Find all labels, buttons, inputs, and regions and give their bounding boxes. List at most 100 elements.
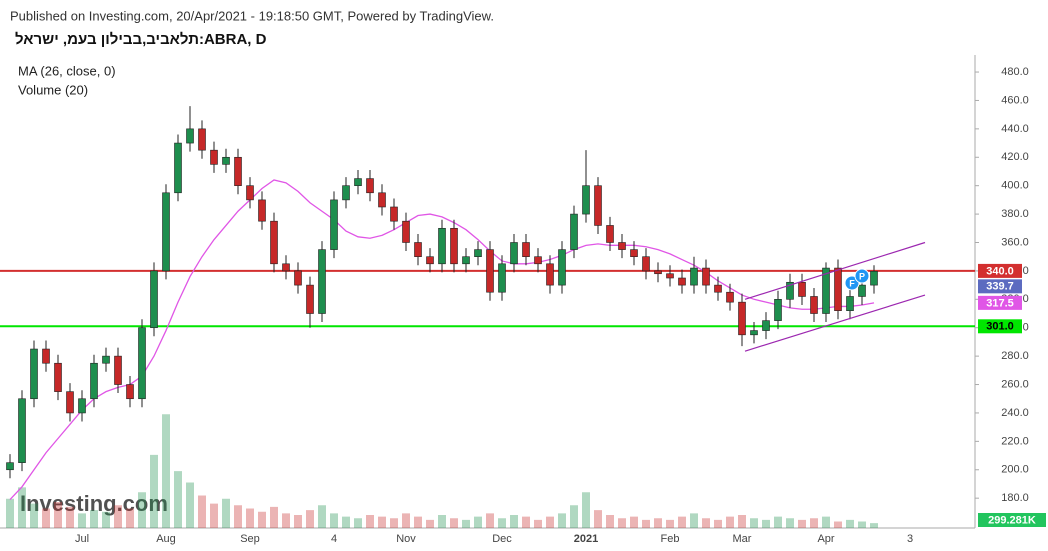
volume-label: 299.281K — [988, 514, 1036, 526]
volume-bar — [858, 521, 866, 528]
y-tick-label: 200.0 — [1001, 464, 1029, 476]
candle-body — [834, 267, 842, 311]
header: Published on Investing.com, 20/Apr/2021 … — [10, 8, 494, 23]
y-tick-label: 480.0 — [1001, 66, 1029, 78]
candle-body — [174, 142, 182, 194]
candle-body — [486, 249, 494, 293]
candle-body — [234, 156, 242, 186]
candle-body — [270, 220, 278, 265]
candle-body — [90, 362, 98, 400]
x-tick-label: Nov — [396, 533, 416, 545]
y-tick-label: 260.0 — [1001, 378, 1029, 390]
volume-bar — [834, 521, 842, 528]
volume-bar — [6, 498, 14, 528]
candle-body — [498, 263, 506, 293]
candle-body — [714, 284, 722, 293]
candle-body — [726, 291, 734, 303]
y-tick-label: 240.0 — [1001, 407, 1029, 419]
volume-bar — [690, 513, 698, 528]
y-tick-label: 380.0 — [1001, 208, 1029, 220]
volume-bar — [102, 511, 110, 528]
candle-body — [702, 267, 710, 286]
candle-body — [450, 227, 458, 265]
volume-label-box — [978, 513, 1046, 527]
candle-body — [6, 462, 14, 471]
volume-bar — [558, 513, 566, 528]
volume-bar — [198, 495, 206, 528]
x-tick-label: 4 — [331, 533, 337, 545]
candle-body — [510, 242, 518, 265]
volume-bar — [426, 519, 434, 528]
event-marker-label: P — [859, 271, 865, 281]
channel-line — [744, 241, 926, 300]
candle-body — [642, 256, 650, 272]
candle-body — [570, 213, 578, 250]
candle-body — [366, 178, 374, 194]
price-label-box — [978, 263, 1022, 278]
volume-bar — [270, 506, 278, 528]
volume-bar — [474, 516, 482, 528]
price-label: 340.0 — [986, 265, 1014, 277]
candle-body — [330, 199, 338, 250]
volume-bar — [810, 518, 818, 528]
candle-body — [126, 384, 134, 400]
event-marker — [854, 268, 870, 284]
candle-body — [162, 192, 170, 272]
candle-body — [846, 296, 854, 311]
candle-body — [654, 270, 662, 275]
volume-bar — [354, 518, 362, 528]
candle-body — [738, 301, 746, 336]
candle-body — [42, 348, 50, 364]
candle-body — [258, 199, 266, 222]
x-tick-label: Mar — [733, 533, 752, 545]
candle-body — [774, 299, 782, 321]
event-marker-label: F — [849, 278, 855, 288]
volume-bar — [750, 518, 758, 528]
volume-bar — [414, 516, 422, 528]
volume-bar — [234, 505, 242, 528]
volume-bar — [318, 505, 326, 528]
volume-bar — [702, 518, 710, 528]
y-tick-label: 400.0 — [1001, 180, 1029, 192]
candle-body — [522, 242, 530, 257]
y-tick-label: 220.0 — [1001, 435, 1029, 447]
candle-body — [870, 271, 878, 286]
volume-bar — [546, 516, 554, 528]
volume-bar — [570, 505, 578, 528]
volume-bar — [582, 492, 590, 528]
candle-body — [306, 284, 314, 314]
candle-body — [534, 256, 542, 265]
volume-bar — [162, 414, 170, 528]
price-label: 301.0 — [986, 321, 1014, 333]
volume-bar — [66, 506, 74, 528]
volume-bar — [774, 516, 782, 528]
candle-body — [210, 149, 218, 165]
candle-body — [246, 185, 254, 201]
price-label-box — [978, 279, 1022, 294]
volume-bar — [642, 519, 650, 528]
x-tick-label: Aug — [156, 533, 176, 545]
candle-body — [426, 256, 434, 265]
volume-bar — [714, 519, 722, 528]
candle-body — [546, 263, 554, 286]
volume-bar — [186, 482, 194, 528]
volume-bar — [450, 518, 458, 528]
volume-bar — [174, 471, 182, 528]
volume-bar — [246, 508, 254, 528]
volume-bar — [210, 503, 218, 528]
volume-bar — [294, 515, 302, 528]
x-tick-label: Dec — [492, 533, 512, 545]
candle-body — [54, 362, 62, 392]
y-tick-label: 440.0 — [1001, 123, 1029, 135]
volume-bar — [486, 513, 494, 528]
candle-body — [582, 185, 590, 215]
volume-legend: Volume (20) — [18, 82, 88, 97]
volume-bar — [114, 505, 122, 528]
volume-bar — [606, 515, 614, 528]
volume-bar — [726, 516, 734, 528]
y-tick-label: 460.0 — [1001, 94, 1029, 106]
candle-body — [378, 192, 386, 208]
x-tick-label: Sep — [240, 533, 260, 545]
volume-bar — [222, 498, 230, 528]
candle-body — [354, 178, 362, 186]
